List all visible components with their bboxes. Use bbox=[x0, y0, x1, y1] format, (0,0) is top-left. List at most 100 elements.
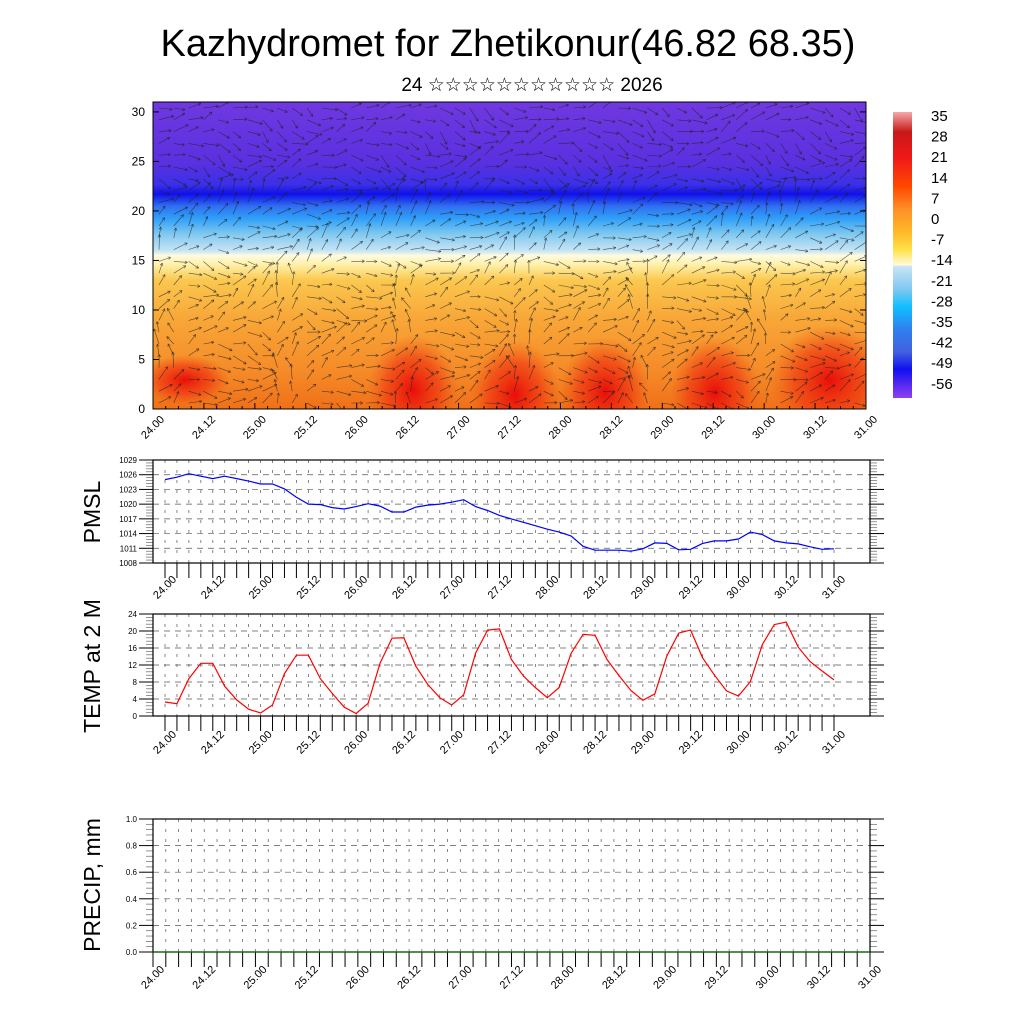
wind-vector bbox=[366, 337, 375, 345]
wind-arrowhead bbox=[477, 370, 481, 375]
wind-arrowhead bbox=[450, 160, 454, 164]
wind-arrowhead bbox=[684, 264, 688, 268]
wind-arrowhead bbox=[579, 148, 583, 152]
wind-arrowhead bbox=[506, 391, 510, 395]
wind-vector bbox=[499, 220, 512, 227]
wind-vector bbox=[277, 245, 293, 250]
wind-vector bbox=[203, 299, 215, 309]
wind-arrowhead bbox=[610, 391, 614, 396]
wind-arrowhead bbox=[252, 266, 256, 270]
wind-vector bbox=[351, 214, 358, 227]
wind-vector bbox=[691, 178, 705, 182]
wind-vector bbox=[795, 261, 810, 266]
wind-arrowhead bbox=[528, 329, 532, 333]
wind-vector bbox=[558, 390, 568, 400]
wind-arrowhead bbox=[401, 297, 405, 301]
wind-vector bbox=[336, 178, 349, 186]
wind-arrowhead bbox=[506, 208, 510, 212]
wind-vector bbox=[247, 397, 258, 404]
wind-vector bbox=[795, 278, 809, 286]
wind-vector bbox=[306, 320, 316, 331]
wind-vector bbox=[247, 301, 256, 309]
wind-arrowhead bbox=[466, 374, 471, 378]
wind-vector bbox=[810, 362, 826, 368]
wind-arrowhead bbox=[215, 293, 220, 297]
wind-vector bbox=[810, 318, 821, 321]
wind-arrowhead bbox=[645, 258, 650, 262]
wind-vector bbox=[218, 272, 231, 278]
wind-arrowhead bbox=[834, 269, 838, 273]
wind-vector bbox=[395, 104, 412, 109]
wind-vector bbox=[558, 327, 570, 333]
wind-arrowhead bbox=[224, 301, 229, 305]
wind-arrowhead bbox=[458, 262, 462, 266]
wind-arrowhead bbox=[438, 249, 442, 253]
wind-vector bbox=[617, 287, 626, 297]
wind-vector bbox=[218, 294, 232, 298]
wind-arrowhead bbox=[673, 335, 677, 339]
wind-arrowhead bbox=[209, 243, 213, 247]
wind-vector bbox=[454, 255, 466, 262]
wind-arrowhead bbox=[625, 163, 629, 168]
wind-arrowhead bbox=[849, 159, 853, 163]
wind-vector bbox=[750, 268, 762, 274]
wind-vector bbox=[632, 203, 644, 215]
wind-arrowhead bbox=[643, 110, 648, 114]
wind-arrowhead bbox=[666, 259, 670, 263]
wind-vector bbox=[380, 194, 395, 203]
wind-arrowhead bbox=[513, 234, 517, 238]
wind-arrowhead bbox=[390, 311, 394, 315]
colorbar-label: 0 bbox=[931, 211, 939, 228]
wind-vector bbox=[395, 154, 407, 166]
wind-vector bbox=[588, 272, 599, 278]
wind-vector bbox=[203, 272, 217, 280]
precip-y-tick-label: 0.0 bbox=[126, 948, 138, 957]
wind-vector bbox=[262, 107, 274, 112]
wind-arrowhead bbox=[610, 102, 612, 104]
wind-vector bbox=[380, 155, 390, 168]
wind-vector bbox=[321, 138, 331, 144]
wind-arrowhead bbox=[524, 116, 529, 120]
wind-arrowhead bbox=[195, 265, 199, 269]
wind-vector bbox=[380, 246, 391, 250]
wind-vector bbox=[410, 166, 425, 173]
wind-vector bbox=[454, 119, 465, 129]
wind-arrowhead bbox=[285, 336, 289, 340]
wind-vector bbox=[795, 200, 801, 215]
wind-arrowhead bbox=[654, 184, 658, 188]
wind-vector bbox=[676, 178, 688, 182]
wind-vector bbox=[691, 107, 703, 119]
wind-arrowhead bbox=[615, 131, 619, 136]
wind-vector bbox=[721, 202, 734, 205]
wind-arrowhead bbox=[262, 178, 266, 182]
wind-vector bbox=[351, 191, 363, 203]
wind-arrowhead bbox=[849, 309, 853, 314]
wind-vector bbox=[484, 141, 499, 144]
wind-arrowhead bbox=[548, 322, 553, 326]
wind-vector bbox=[484, 131, 496, 136]
wind-arrowhead bbox=[695, 346, 699, 350]
wind-vector bbox=[647, 171, 660, 180]
wind-arrowhead bbox=[566, 128, 570, 132]
wind-arrowhead bbox=[671, 306, 675, 310]
wind-vector bbox=[158, 217, 165, 227]
wind-vector bbox=[469, 201, 485, 203]
wind-vector bbox=[676, 308, 692, 312]
wind-arrowhead bbox=[251, 187, 255, 192]
wind-vector bbox=[558, 284, 574, 289]
wind-arrowhead bbox=[830, 114, 834, 118]
wind-vector bbox=[366, 118, 379, 121]
pmsl-x-tick-label: 25.12 bbox=[295, 574, 323, 602]
wind-vector bbox=[647, 237, 660, 241]
wind-vector bbox=[765, 143, 775, 152]
wind-arrowhead bbox=[210, 185, 214, 189]
wind-vector bbox=[401, 297, 411, 309]
wind-vector bbox=[440, 160, 454, 168]
wind-vector bbox=[558, 189, 567, 203]
temp-x-tick-label: 31.00 bbox=[820, 729, 848, 757]
wind-vector bbox=[765, 202, 768, 215]
wind-arrowhead bbox=[503, 313, 507, 317]
wind-arrowhead bbox=[273, 379, 277, 383]
wind-vector bbox=[780, 214, 788, 227]
wind-arrowhead bbox=[505, 252, 509, 256]
